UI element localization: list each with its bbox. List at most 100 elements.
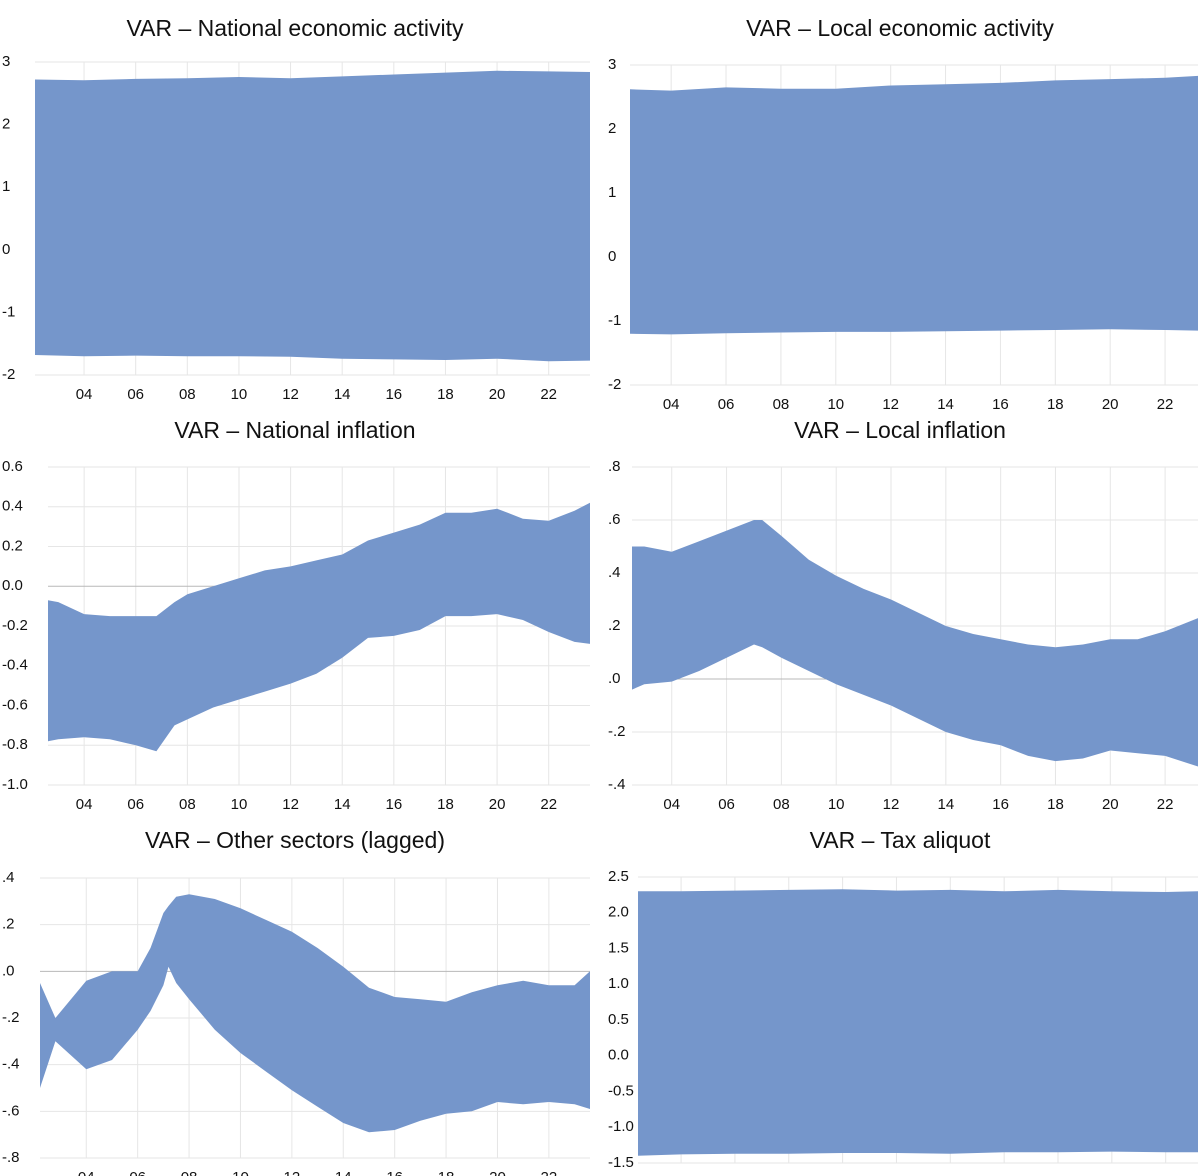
chart-title: VAR – Tax aliquot	[810, 827, 991, 853]
x-tick-label: 16	[386, 1169, 403, 1176]
x-tick-label: 10	[827, 396, 844, 413]
x-tick-label: 22	[540, 386, 557, 403]
x-tick-label: 12	[883, 796, 900, 813]
y-tick-label: -.8	[2, 1149, 20, 1166]
x-tick-label: 06	[718, 796, 735, 813]
y-tick-label: -1.0	[608, 1118, 634, 1135]
x-tick-label: 08	[179, 796, 196, 813]
x-tick-label: 08	[773, 796, 790, 813]
y-tick-label: -1.5	[608, 1154, 634, 1171]
x-tick-label: 18	[1047, 396, 1064, 413]
x-tick-label: 18	[437, 796, 454, 813]
y-tick-label: 0	[608, 248, 616, 265]
x-tick-label: 12	[282, 796, 299, 813]
confidence-band	[630, 75, 1198, 335]
x-tick-label: 18	[437, 386, 454, 403]
confidence-band	[40, 894, 590, 1133]
x-tick-label: 04	[663, 796, 680, 813]
x-tick-label: 10	[231, 386, 248, 403]
x-tick-label: 10	[231, 796, 248, 813]
y-tick-label: 0.4	[2, 498, 23, 515]
x-tick-label: 14	[335, 1169, 352, 1176]
y-tick-label: 0.5	[608, 1011, 629, 1028]
x-tick-label: 14	[937, 396, 954, 413]
y-tick-label: -.2	[2, 1009, 20, 1026]
x-tick-label: 04	[78, 1169, 95, 1176]
y-tick-label: 1	[2, 178, 10, 195]
y-tick-label: 2	[608, 120, 616, 137]
x-tick-label: 10	[828, 796, 845, 813]
y-tick-label: -0.5	[608, 1082, 634, 1099]
y-tick-label: .0	[608, 670, 621, 687]
x-tick-label: 08	[780, 1174, 797, 1176]
y-tick-label: -2	[2, 366, 15, 383]
y-tick-label: .6	[608, 511, 621, 528]
x-tick-label: 18	[438, 1169, 455, 1176]
y-tick-label: .4	[608, 564, 621, 581]
y-tick-label: 1	[608, 184, 616, 201]
chart-title: VAR – Local economic activity	[746, 15, 1054, 41]
x-tick-label: 22	[540, 796, 557, 813]
x-tick-label: 22	[1157, 1174, 1174, 1176]
x-tick-label: 06	[127, 796, 144, 813]
x-tick-label: 06	[127, 386, 144, 403]
y-tick-label: -1.0	[2, 776, 28, 793]
y-tick-label: -.4	[608, 776, 626, 793]
y-tick-label: -1	[2, 303, 15, 320]
y-tick-label: -0.8	[2, 736, 28, 753]
x-tick-label: 22	[1157, 396, 1174, 413]
confidence-band	[638, 889, 1198, 1156]
x-tick-label: 06	[129, 1169, 146, 1176]
y-tick-label: 2.5	[608, 868, 629, 885]
x-tick-label: 20	[489, 796, 506, 813]
x-tick-label: 10	[232, 1169, 249, 1176]
x-tick-label: 06	[718, 396, 735, 413]
x-tick-label: 14	[942, 1174, 959, 1176]
y-tick-label: -2	[608, 376, 621, 393]
x-tick-label: 06	[727, 1174, 744, 1176]
x-tick-label: 12	[888, 1174, 905, 1176]
x-tick-label: 20	[1102, 796, 1119, 813]
x-tick-label: 14	[937, 796, 954, 813]
x-tick-label: 04	[76, 796, 93, 813]
y-tick-label: 1.5	[608, 939, 629, 956]
x-tick-label: 08	[773, 396, 790, 413]
x-tick-label: 16	[992, 396, 1009, 413]
y-tick-label: -0.4	[2, 657, 28, 674]
y-tick-label: 0.6	[2, 458, 23, 475]
y-tick-label: 0.2	[2, 537, 23, 554]
x-tick-label: 14	[334, 796, 351, 813]
y-tick-label: .2	[608, 617, 621, 634]
x-tick-label: 22	[541, 1169, 558, 1176]
y-tick-label: .4	[2, 869, 15, 886]
x-tick-label: 12	[882, 396, 899, 413]
chart-title: VAR – National inflation	[174, 417, 415, 443]
x-tick-label: 10	[834, 1174, 851, 1176]
y-tick-label: 0.0	[608, 1047, 629, 1064]
y-tick-label: -.6	[2, 1102, 20, 1119]
x-tick-label: 20	[489, 1169, 506, 1176]
y-tick-label: 2.0	[608, 904, 629, 921]
confidence-band	[632, 520, 1198, 767]
confidence-band	[35, 70, 590, 362]
chart-title: VAR – National economic activity	[126, 15, 464, 41]
y-tick-label: -.2	[608, 723, 626, 740]
y-tick-label: 1.0	[608, 975, 629, 992]
y-tick-label: 3	[608, 56, 616, 73]
x-tick-label: 18	[1047, 796, 1064, 813]
chart-title: VAR – Other sectors (lagged)	[145, 827, 445, 853]
x-tick-label: 14	[334, 386, 351, 403]
y-tick-label: 0	[2, 241, 10, 258]
x-tick-label: 04	[673, 1174, 690, 1176]
y-tick-label: .0	[2, 962, 15, 979]
y-tick-label: .8	[608, 458, 621, 475]
y-tick-label: -.4	[2, 1056, 20, 1073]
x-tick-label: 04	[76, 386, 93, 403]
x-tick-label: 04	[663, 396, 680, 413]
x-tick-label: 20	[1102, 396, 1119, 413]
x-tick-label: 22	[1157, 796, 1174, 813]
x-tick-label: 08	[181, 1169, 198, 1176]
x-tick-label: 20	[489, 386, 506, 403]
